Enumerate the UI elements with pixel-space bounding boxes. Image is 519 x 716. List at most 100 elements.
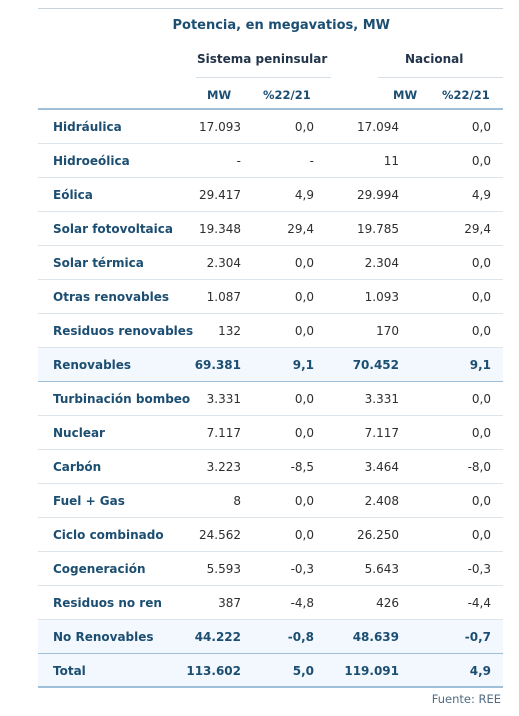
cell-peninsular-mw: - <box>236 154 241 168</box>
table-bottom-rule <box>38 686 503 688</box>
cell-nacional-mw: 119.091 <box>344 664 399 678</box>
cell-peninsular-mw: 132 <box>218 324 241 338</box>
cell-nacional-mw: 17.094 <box>357 120 399 134</box>
table-title: Potencia, en megavatios, MW <box>172 18 390 33</box>
cell-nacional-pct: -0,7 <box>464 630 491 644</box>
cell-peninsular-mw: 19.348 <box>199 222 241 236</box>
cell-nacional-mw: 1.093 <box>364 290 399 304</box>
row-label: Turbinación bombeo <box>53 392 191 406</box>
table-row: Cogeneración 5.593 -0,3 5.643 -0,3 <box>38 552 503 586</box>
table-row: Solar fotovoltaica 19.348 29,4 19.785 29,4 <box>38 212 503 246</box>
cell-peninsular-mw: 7.117 <box>206 426 241 440</box>
row-divider <box>38 619 503 620</box>
cell-nacional-pct: 0,0 <box>471 290 491 304</box>
cell-peninsular-mw: 8 <box>233 494 241 508</box>
cell-peninsular-pct: - <box>309 154 314 168</box>
cell-peninsular-pct: -0,8 <box>287 630 314 644</box>
cell-peninsular-pct: 0,0 <box>294 528 314 542</box>
cell-peninsular-pct: -8,5 <box>290 460 314 474</box>
cell-nacional-pct: 4,9 <box>469 664 491 678</box>
cell-nacional-pct: -4,4 <box>467 596 491 610</box>
cell-nacional-pct: 0,0 <box>471 392 491 406</box>
cell-peninsular-pct: 0,0 <box>294 494 314 508</box>
cell-peninsular-mw: 5.593 <box>206 562 241 576</box>
row-label: Otras renovables <box>53 290 170 304</box>
row-divider <box>38 381 503 382</box>
cell-nacional-pct: -8,0 <box>467 460 491 474</box>
cell-peninsular-pct: 29,4 <box>287 222 314 236</box>
cell-peninsular-mw: 2.304 <box>206 256 241 270</box>
row-divider <box>38 517 503 518</box>
cell-nacional-mw: 19.785 <box>357 222 399 236</box>
cell-peninsular-pct: 0,0 <box>294 256 314 270</box>
cell-nacional-pct: 29,4 <box>464 222 491 236</box>
column-header-pct-peninsular: %22/21 <box>263 88 311 102</box>
cell-peninsular-mw: 69.381 <box>194 358 241 372</box>
cell-nacional-mw: 7.117 <box>364 426 399 440</box>
cell-peninsular-pct: 0,0 <box>294 290 314 304</box>
column-header-mw-peninsular: MW <box>207 88 232 102</box>
cell-peninsular-mw: 17.093 <box>199 120 241 134</box>
cell-nacional-pct: 0,0 <box>471 426 491 440</box>
table-row: Fuel + Gas 8 0,0 2.408 0,0 <box>38 484 503 518</box>
table-row: Carbón 3.223 -8,5 3.464 -8,0 <box>38 450 503 484</box>
table-row: Turbinación bombeo 3.331 0,0 3.331 0,0 <box>38 382 503 416</box>
cell-nacional-pct: 0,0 <box>471 528 491 542</box>
row-divider <box>38 585 503 586</box>
cell-nacional-mw: 2.304 <box>364 256 399 270</box>
table-row: Nuclear 7.117 0,0 7.117 0,0 <box>38 416 503 450</box>
cell-peninsular-pct: -0,3 <box>290 562 314 576</box>
cell-nacional-mw: 3.331 <box>364 392 399 406</box>
group-underline-peninsular <box>196 77 331 78</box>
table-row: Otras renovables 1.087 0,0 1.093 0,0 <box>38 280 503 314</box>
row-divider <box>38 313 503 314</box>
cell-nacional-pct: 0,0 <box>471 256 491 270</box>
cell-nacional-pct: -0,3 <box>467 562 491 576</box>
cell-peninsular-pct: 0,0 <box>294 392 314 406</box>
cell-peninsular-mw: 24.562 <box>199 528 241 542</box>
row-divider <box>38 653 503 654</box>
cell-nacional-pct: 0,0 <box>471 120 491 134</box>
column-header-mw-nacional: MW <box>393 88 418 102</box>
cell-nacional-mw: 5.643 <box>364 562 399 576</box>
cell-nacional-mw: 48.639 <box>352 630 399 644</box>
header-rule <box>38 108 503 110</box>
cell-nacional-pct: 0,0 <box>471 154 491 168</box>
cell-peninsular-pct: 0,0 <box>294 120 314 134</box>
cell-peninsular-pct: 5,0 <box>292 664 314 678</box>
cell-nacional-mw: 2.408 <box>364 494 399 508</box>
group-header-peninsular: Sistema peninsular <box>197 52 328 66</box>
cell-nacional-mw: 70.452 <box>352 358 399 372</box>
row-label: Solar fotovoltaica <box>53 222 173 236</box>
cell-peninsular-mw: 3.223 <box>206 460 241 474</box>
row-divider <box>38 415 503 416</box>
cell-nacional-mw: 170 <box>376 324 399 338</box>
row-label: Hidroeólica <box>53 154 130 168</box>
cell-nacional-pct: 0,0 <box>471 494 491 508</box>
row-divider <box>38 483 503 484</box>
row-label: Carbón <box>53 460 102 474</box>
cell-peninsular-mw: 44.222 <box>194 630 241 644</box>
table-row: Residuos no ren 387 -4,8 426 -4,4 <box>38 586 503 620</box>
cell-peninsular-pct: -4,8 <box>290 596 314 610</box>
group-underline-nacional <box>378 77 503 78</box>
source-note: Fuente: REE <box>431 692 501 706</box>
row-label: Fuel + Gas <box>53 494 125 508</box>
table-top-rule <box>38 8 503 9</box>
row-label: Residuos no ren <box>53 596 162 610</box>
row-divider <box>38 211 503 212</box>
group-header-nacional: Nacional <box>405 52 464 66</box>
row-divider <box>38 177 503 178</box>
row-label: Solar térmica <box>53 256 144 270</box>
cell-peninsular-mw: 3.331 <box>206 392 241 406</box>
table-row: Hidráulica 17.093 0,0 17.094 0,0 <box>38 110 503 144</box>
row-divider <box>38 279 503 280</box>
cell-peninsular-pct: 4,9 <box>294 188 314 202</box>
cell-nacional-mw: 426 <box>376 596 399 610</box>
table-row: Total 113.602 5,0 119.091 4,9 <box>38 654 503 688</box>
table-row: No Renovables 44.222 -0,8 48.639 -0,7 <box>38 620 503 654</box>
row-label: No Renovables <box>53 630 154 644</box>
cell-peninsular-mw: 113.602 <box>186 664 241 678</box>
cell-peninsular-pct: 0,0 <box>294 324 314 338</box>
table-row: Eólica 29.417 4,9 29.994 4,9 <box>38 178 503 212</box>
